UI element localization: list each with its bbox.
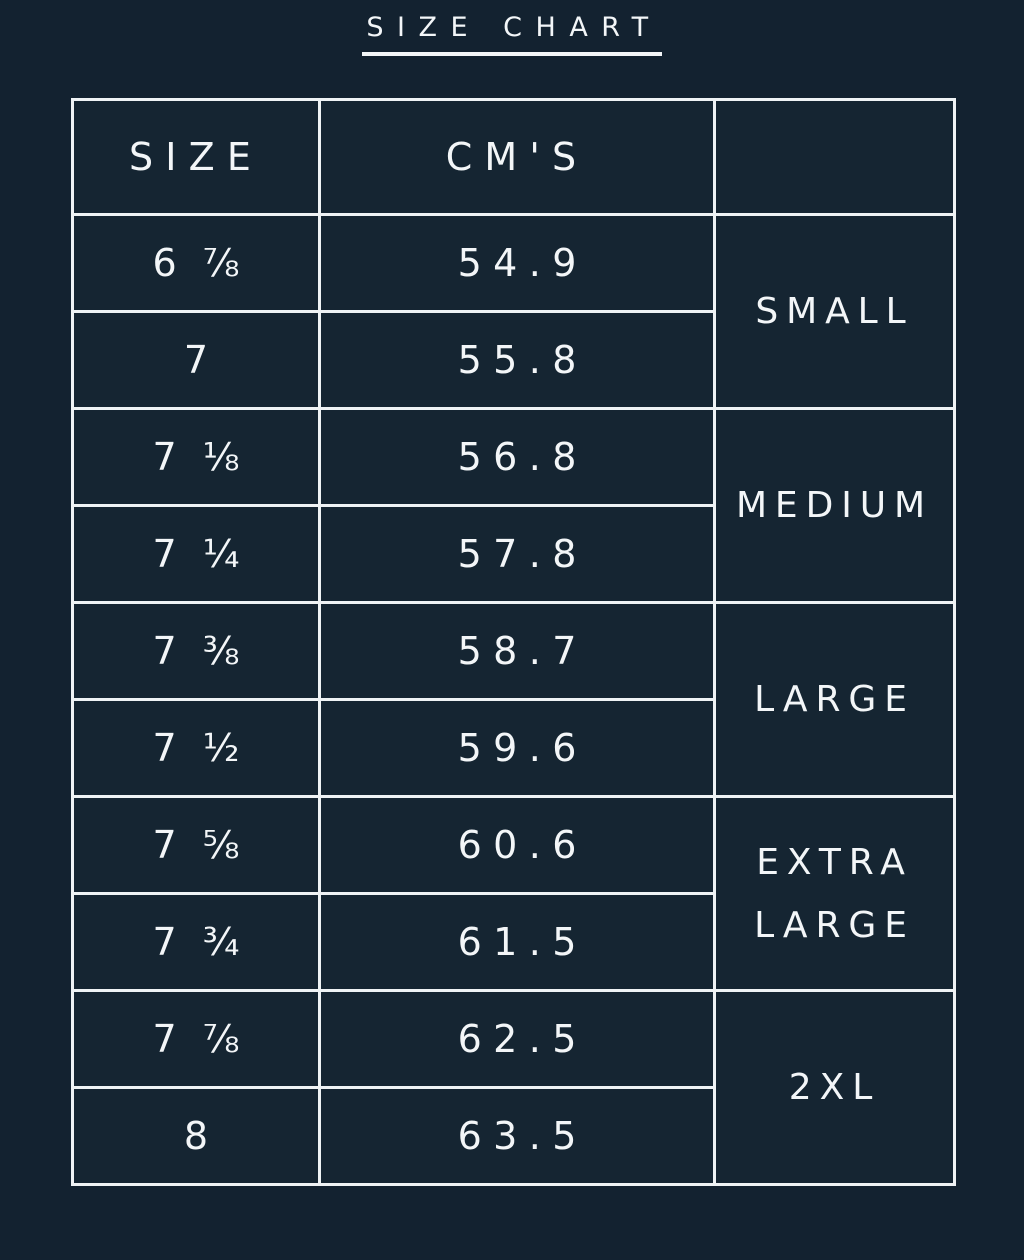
size-cell: 6 ⅞ — [71, 213, 321, 313]
size-value: 7 ½ — [74, 726, 318, 770]
table-row: 7 55.8 — [71, 310, 955, 410]
size-value: 8 — [74, 1114, 318, 1158]
size-value: 7 ⅛ — [74, 435, 318, 479]
size-value: 7 ⅜ — [74, 629, 318, 673]
cm-cell: 62.5 — [318, 989, 716, 1089]
size-fraction: ⅞ — [202, 241, 240, 285]
size-value: 7 — [74, 338, 318, 382]
table-header: SIZE CM'S — [71, 98, 956, 216]
col-header-group — [713, 98, 956, 216]
size-fraction: ¼ — [202, 532, 240, 576]
size-chart-table: SIZE CM'S 6 ⅞ 54.9 SMALL 7 55.8 — [71, 98, 956, 1186]
size-value: 7 ⅞ — [74, 1017, 318, 1061]
group-cell-2xl: 2XL — [713, 989, 956, 1186]
size-whole: 6 — [152, 241, 177, 285]
size-value: 6 ⅞ — [74, 241, 318, 285]
table-row: 7 ¼ 57.8 — [71, 504, 955, 604]
cm-cell: 61.5 — [318, 892, 716, 992]
size-cell: 7 ¾ — [71, 892, 321, 992]
size-fraction: ⅜ — [202, 629, 240, 673]
size-fraction: ⅛ — [202, 435, 240, 479]
table-row: 7 ⅜ 58.7 LARGE — [71, 601, 956, 798]
page-title: SIZE CHART — [362, 12, 662, 56]
cm-cell: 55.8 — [318, 310, 716, 410]
group-cell-medium: MEDIUM — [713, 407, 956, 604]
size-cell: 7 ⅛ — [71, 407, 321, 507]
size-cell: 7 ⅝ — [71, 795, 321, 895]
size-value: 7 ¼ — [74, 532, 318, 576]
size-cell: 7 ⅜ — [71, 601, 321, 701]
group-cell-small: SMALL — [713, 213, 956, 410]
table-row: 7 ¾ 61.5 — [71, 892, 955, 992]
cm-cell: 54.9 — [318, 213, 716, 313]
page-header: SIZE CHART — [0, 12, 1024, 56]
size-whole: 7 — [152, 532, 177, 576]
size-whole: 7 — [152, 823, 177, 867]
size-cell: 7 ¼ — [71, 504, 321, 604]
size-whole: 7 — [152, 1017, 177, 1061]
cm-cell: 56.8 — [318, 407, 716, 507]
table-row: 6 ⅞ 54.9 SMALL — [71, 213, 956, 410]
cm-cell: 58.7 — [318, 601, 716, 701]
size-whole: 7 — [152, 629, 177, 673]
table-row: 7 ½ 59.6 — [71, 698, 955, 798]
size-whole: 7 — [152, 435, 177, 479]
size-cell: 7 — [71, 310, 321, 410]
size-whole: 7 — [152, 726, 177, 770]
table-row: 8 63.5 — [71, 1086, 955, 1186]
table-row: 7 ⅛ 56.8 MEDIUM — [71, 407, 956, 604]
size-fraction: ½ — [202, 726, 240, 770]
cm-cell: 59.6 — [318, 698, 716, 798]
group-cell-extra-large: EXTRA LARGE — [713, 795, 956, 992]
size-whole: 8 — [183, 1114, 209, 1158]
size-whole: 7 — [183, 338, 209, 382]
table-row: 7 ⅞ 62.5 2XL — [71, 989, 956, 1186]
size-fraction: ⅞ — [202, 1017, 240, 1061]
col-header-cms: CM'S — [318, 98, 716, 216]
size-fraction: ⅝ — [202, 823, 240, 867]
col-header-size: SIZE — [71, 98, 321, 216]
size-whole: 7 — [152, 920, 177, 964]
size-fraction: ¾ — [202, 920, 240, 964]
header-row: SIZE CM'S — [71, 98, 956, 216]
table-row: 7 ⅝ 60.6 EXTRA LARGE — [71, 795, 956, 992]
cm-cell: 63.5 — [318, 1086, 716, 1186]
size-cell: 8 — [71, 1086, 321, 1186]
group-cell-large: LARGE — [713, 601, 956, 798]
size-value: 7 ¾ — [74, 920, 318, 964]
size-cell: 7 ⅞ — [71, 989, 321, 1089]
cm-cell: 57.8 — [318, 504, 716, 604]
cm-cell: 60.6 — [318, 795, 716, 895]
size-value: 7 ⅝ — [74, 823, 318, 867]
size-cell: 7 ½ — [71, 698, 321, 798]
